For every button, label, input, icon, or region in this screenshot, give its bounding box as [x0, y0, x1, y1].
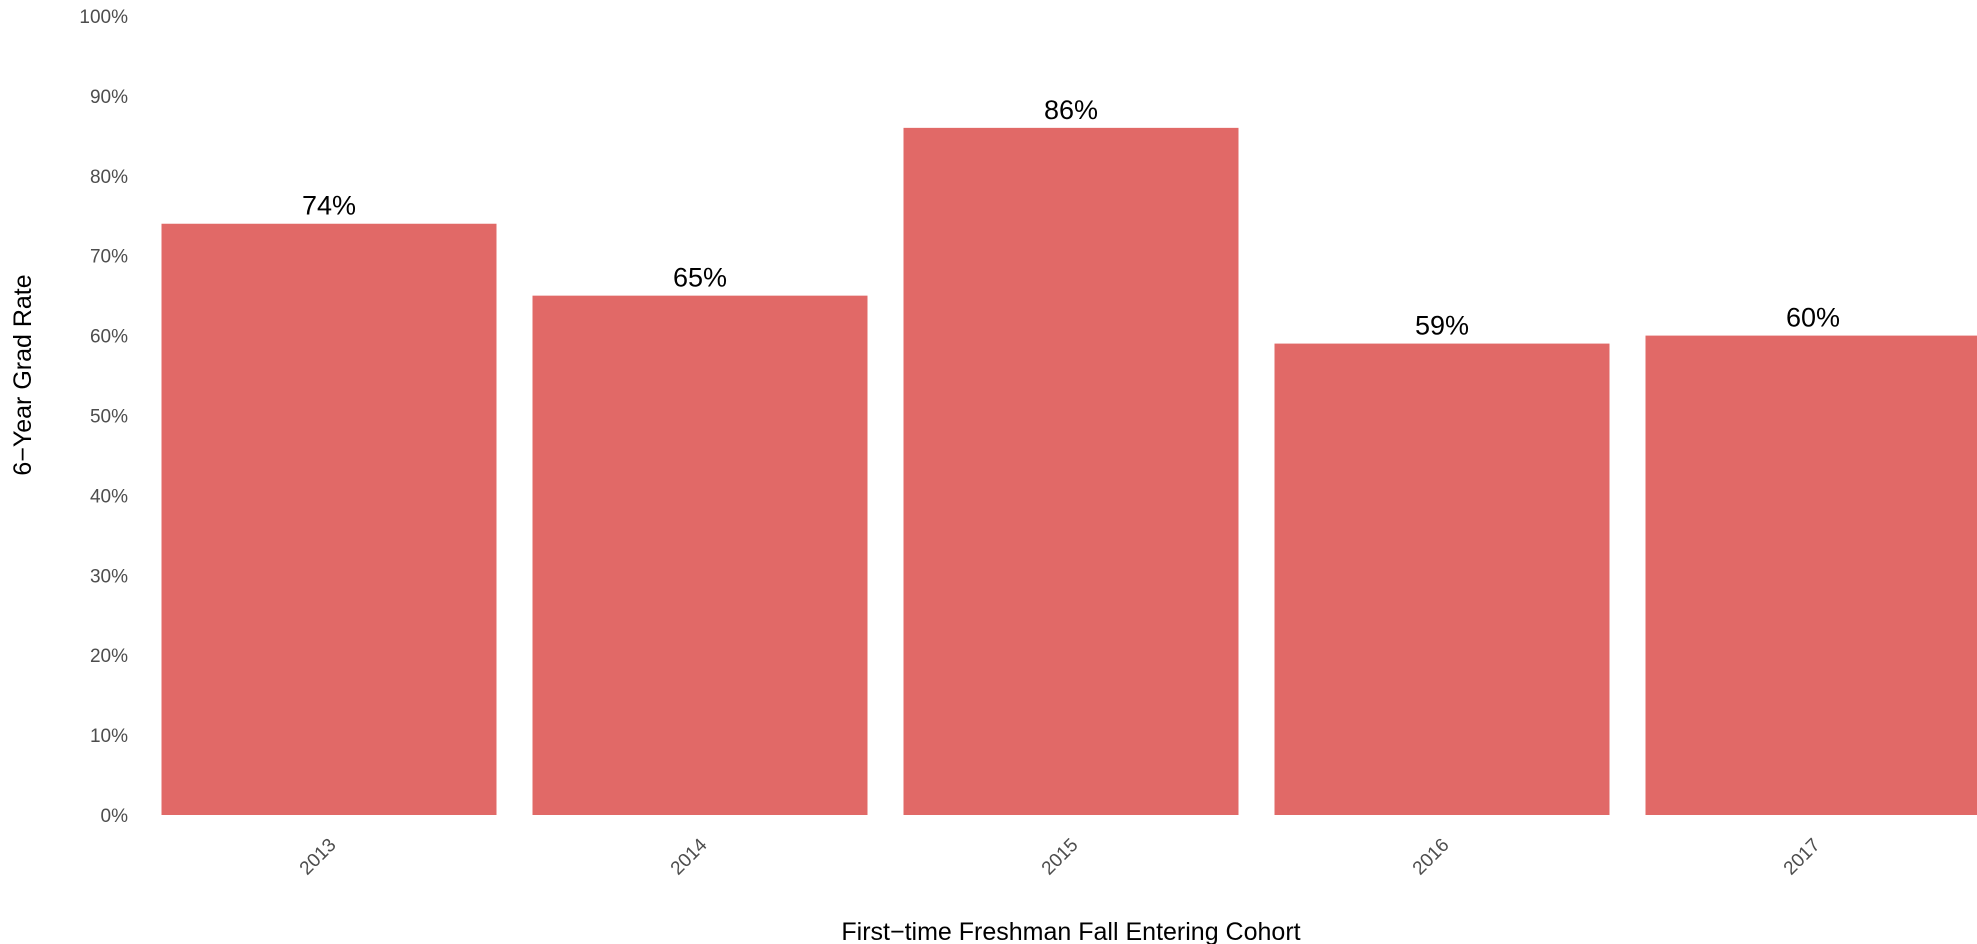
y-tick-label: 50% [90, 407, 128, 428]
bar-2017 [1645, 335, 1977, 815]
bar-value-label: 74% [302, 191, 356, 221]
bar-2015 [903, 127, 1239, 816]
y-tick-label: 20% [90, 646, 128, 667]
bars [161, 127, 1977, 816]
y-axis-ticks: 0% 10% 20% 30% 40% 50% 60% 70% 80% 90% 100% [79, 7, 128, 827]
bar-2016 [1274, 343, 1610, 815]
bar-value-label: 65% [673, 263, 727, 293]
y-tick-label: 30% [90, 566, 128, 587]
bar-2013 [161, 223, 497, 816]
y-tick-label: 0% [101, 806, 129, 827]
x-tick-label: 2017 [1780, 835, 1825, 880]
bar-data-labels: 74% 65% 86% 59% 60% [302, 95, 1840, 341]
y-tick-label: 40% [90, 486, 128, 507]
x-tick-label: 2016 [1409, 835, 1454, 880]
bar-value-label: 60% [1786, 303, 1840, 333]
y-tick-label: 60% [90, 327, 128, 348]
x-tick-label: 2014 [667, 834, 712, 879]
y-axis-title: 6−Year Grad Rate [9, 274, 37, 475]
bar-2014 [532, 295, 868, 815]
x-axis-title: First−time Freshman Fall Entering Cohort [841, 918, 1300, 944]
y-tick-label: 90% [90, 87, 128, 108]
y-tick-label: 100% [79, 7, 128, 28]
x-axis-ticks: 2013 2014 2015 2016 2017 [296, 834, 1825, 879]
y-tick-label: 80% [90, 167, 128, 188]
bar-value-label: 86% [1044, 95, 1098, 125]
y-tick-label: 10% [90, 726, 128, 747]
y-tick-label: 70% [90, 247, 128, 268]
x-tick-label: 2013 [296, 835, 341, 880]
x-tick-label: 2015 [1038, 835, 1083, 880]
bar-value-label: 59% [1415, 311, 1469, 341]
